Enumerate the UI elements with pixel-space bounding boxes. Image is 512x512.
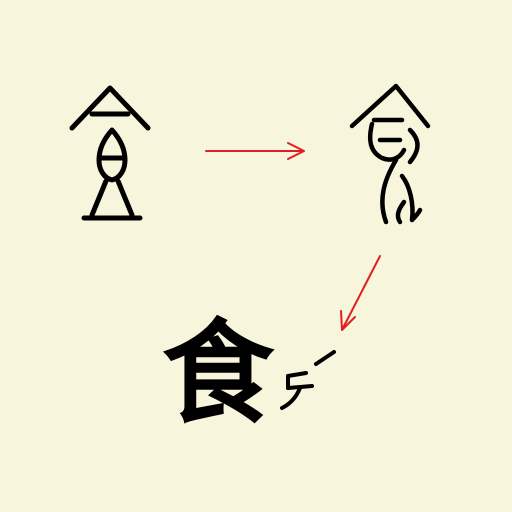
arrow-seal-to-modern (340, 255, 381, 331)
arrow-oracle-to-seal (205, 142, 305, 160)
modern-character: 食 (162, 308, 274, 439)
oracle-bone-glyph (69, 85, 151, 221)
radical-variant-glyph (280, 350, 336, 410)
seal-script-glyph (349, 83, 431, 225)
